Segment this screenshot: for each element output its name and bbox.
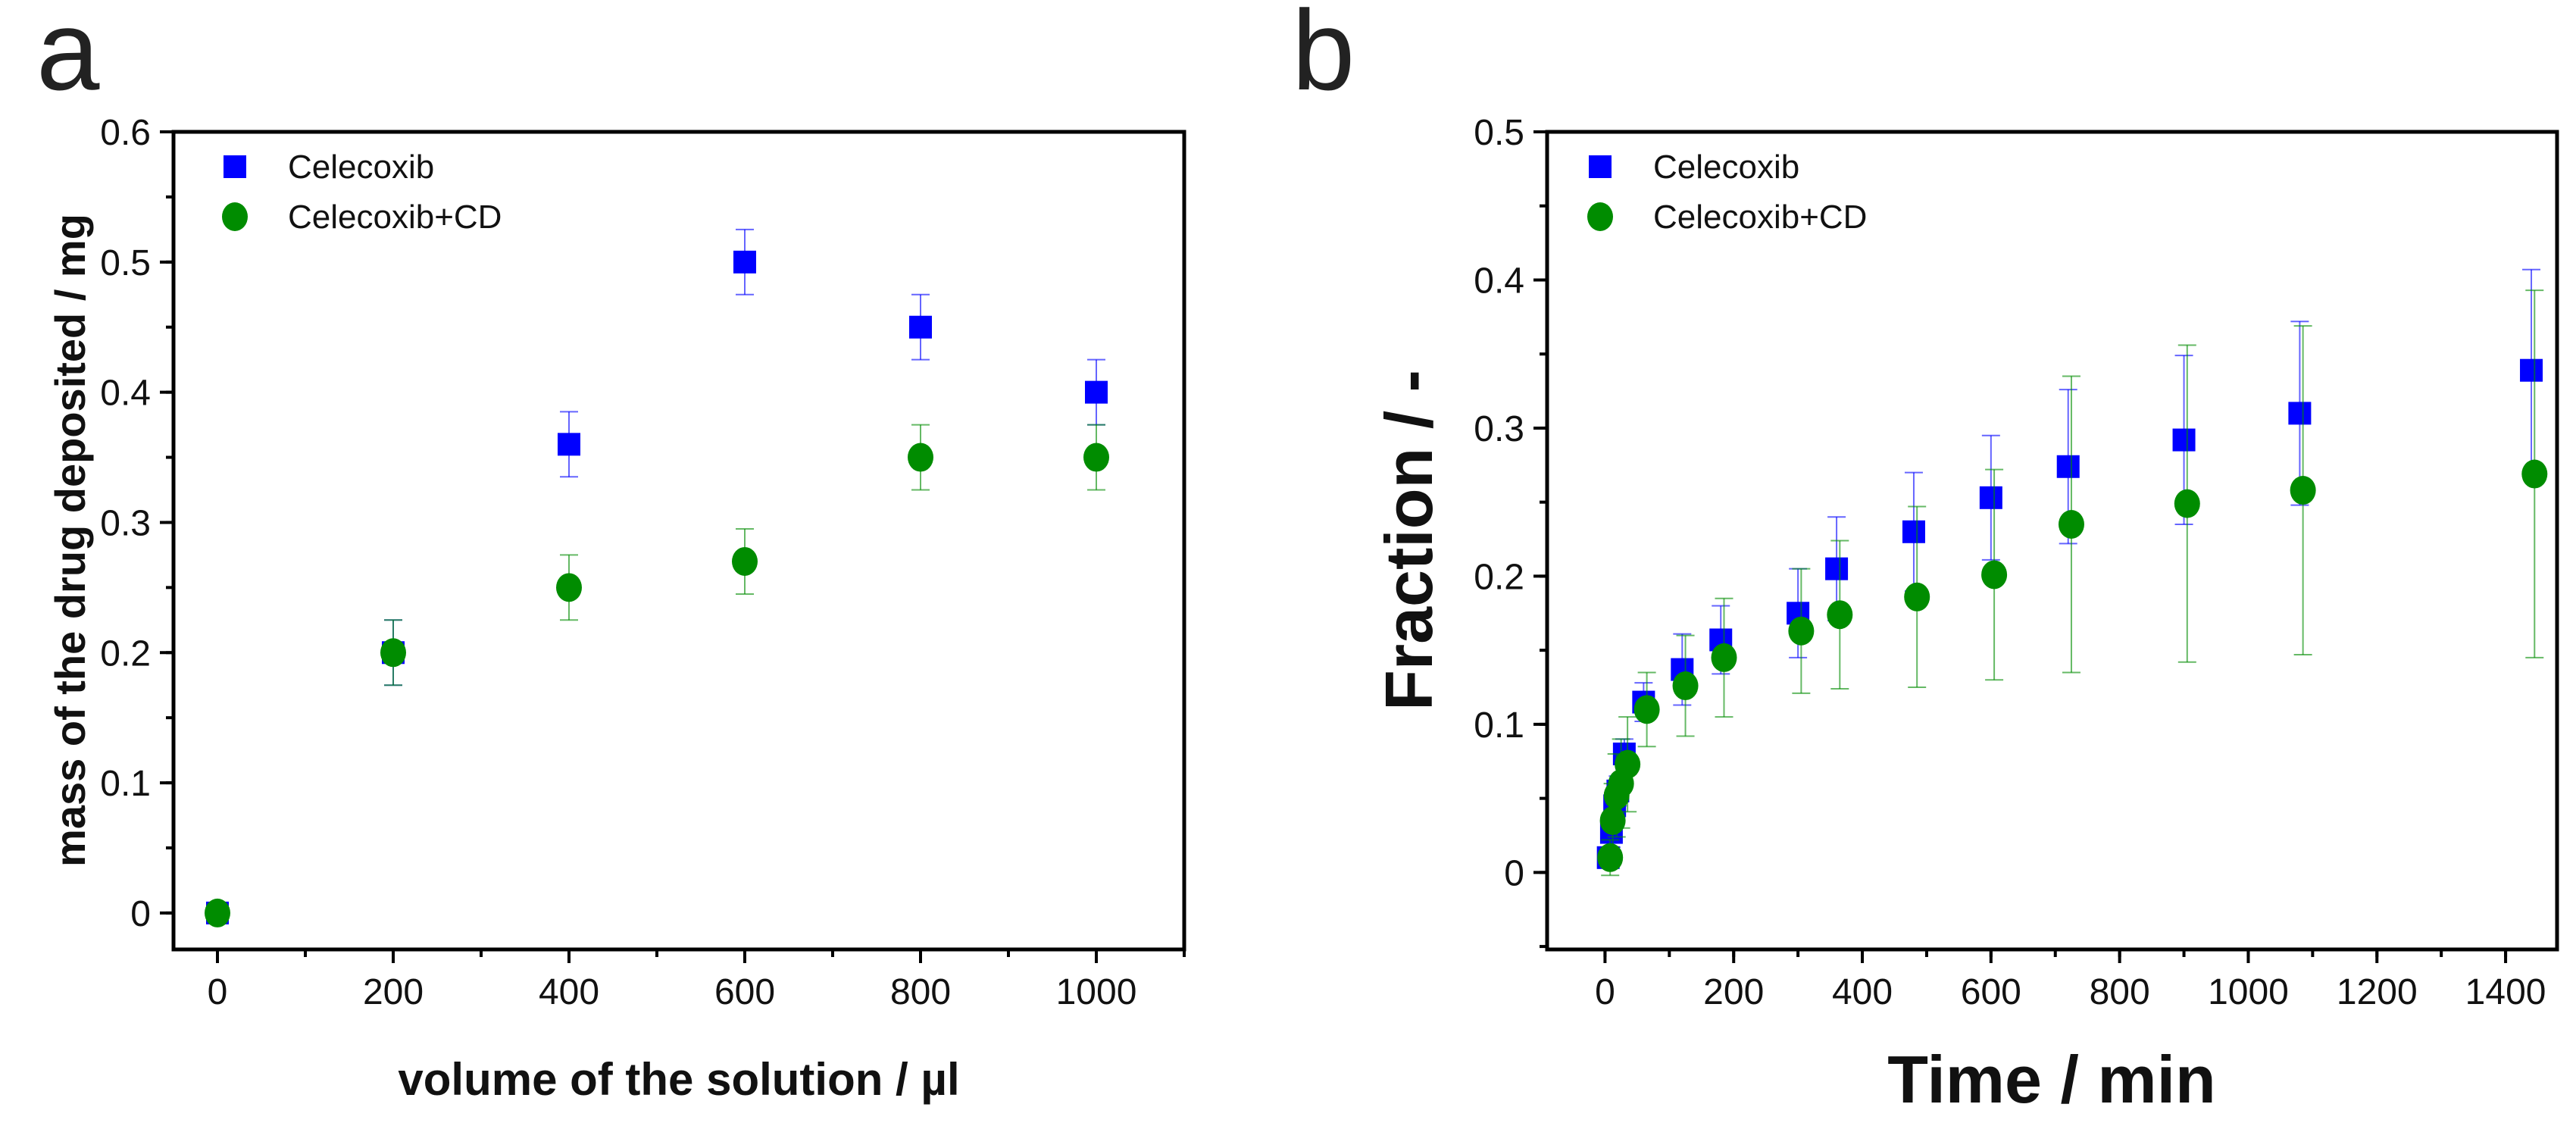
- x-tick-label: 1200: [2337, 972, 2418, 1012]
- data-point-circle: [2290, 476, 2316, 505]
- data-point-circle: [2174, 489, 2200, 518]
- y-axis-title-a: mass of the drug deposited / mg: [46, 214, 94, 867]
- data-point-circle: [1633, 695, 1660, 724]
- data-point-circle: [1672, 671, 1699, 701]
- y-tick-label: 0.2: [1474, 557, 1524, 597]
- y-tick-label: 0.1: [100, 764, 151, 804]
- legend-label: Celecoxib+CD: [288, 199, 502, 236]
- data-point-circle: [1827, 600, 1853, 630]
- x-tick-label: 1400: [2465, 972, 2546, 1012]
- x-tick-label: 600: [1961, 972, 2021, 1012]
- x-tick-label: 400: [539, 972, 599, 1012]
- plot-frame: [1545, 130, 2559, 952]
- data-point-circle: [556, 573, 582, 602]
- legend-marker-circle: [1587, 202, 1613, 231]
- legend-marker-circle: [222, 202, 248, 231]
- x-tick-label: 800: [890, 972, 951, 1012]
- x-tick-label: 0: [208, 972, 228, 1012]
- chart-b: 0 200 400 600 800 1000 1200 1400 0 0.1 0.2 0.3 0.4 0.…: [1474, 113, 2559, 1012]
- x-tick-label: 200: [363, 972, 424, 1012]
- y-tick-label: 0: [130, 894, 151, 934]
- y-tick-label: 0.3: [1474, 409, 1524, 449]
- data-point-square: [1979, 486, 2002, 509]
- data-point-circle: [1788, 616, 1815, 646]
- data-point-square: [733, 250, 756, 274]
- legend-marker-square: [224, 155, 246, 178]
- y-tick-label: 0.4: [100, 374, 151, 414]
- data-point-circle: [908, 443, 933, 472]
- legend-label: Celecoxib+CD: [1653, 199, 1867, 236]
- y-tick-label: 0: [1504, 853, 1524, 893]
- data-point-circle: [1615, 749, 1641, 779]
- data-point-square: [1902, 520, 1925, 543]
- panel-label-b: b: [1292, 0, 1355, 114]
- x-tick-label: 800: [2090, 972, 2150, 1012]
- plot-frame: [171, 130, 1186, 952]
- x-tick-label: 1000: [2208, 972, 2289, 1012]
- legend-marker-square: [1589, 155, 1612, 178]
- x-tick-label: 1000: [1056, 972, 1137, 1012]
- y-axis-title-b: Fraction / -: [1371, 370, 1446, 711]
- data-point-circle: [2058, 509, 2084, 539]
- data-point-square: [558, 433, 580, 456]
- data-point-circle: [205, 898, 230, 927]
- data-point-square: [1825, 557, 1849, 580]
- x-axis-title-a: volume of the solution / µl: [398, 1054, 959, 1105]
- y-tick-label: 0.6: [100, 113, 151, 153]
- x-tick-label: 0: [1595, 972, 1615, 1012]
- panel-label-a: a: [36, 0, 100, 114]
- y-tick-label: 0.3: [100, 503, 151, 543]
- y-tick-label: 0.5: [100, 243, 151, 283]
- data-point-square: [2520, 358, 2543, 382]
- data-point-square: [2288, 402, 2312, 425]
- data-point-square: [909, 315, 932, 339]
- data-point-square: [2056, 455, 2080, 478]
- data-point-circle: [1711, 643, 1737, 672]
- y-tick-label: 0.1: [1474, 705, 1524, 746]
- y-tick-label: 0.5: [1474, 113, 1524, 153]
- data-point-circle: [1083, 443, 1109, 472]
- chart-a: 0 200 400 600 800 1000 0 0.1 0.2 0.3 0.4 0.5 0.6 Cele…: [100, 113, 1186, 1012]
- x-axis-title-b: Time / min: [1887, 1042, 2216, 1117]
- data-point-circle: [380, 638, 406, 668]
- x-tick-label: 400: [1832, 972, 1893, 1012]
- data-point-circle: [2521, 459, 2548, 489]
- y-tick-label: 0.4: [1474, 261, 1524, 301]
- data-point-square: [1085, 380, 1108, 404]
- y-tick-label: 0.2: [100, 633, 151, 674]
- data-point-circle: [1904, 582, 1930, 611]
- data-point-circle: [732, 546, 758, 576]
- x-tick-label: 600: [714, 972, 775, 1012]
- data-point-circle: [1981, 560, 2008, 590]
- data-point-square: [2172, 428, 2196, 452]
- legend-label: Celecoxib: [288, 149, 434, 186]
- x-tick-label: 200: [1703, 972, 1764, 1012]
- legend-label: Celecoxib: [1653, 149, 1799, 186]
